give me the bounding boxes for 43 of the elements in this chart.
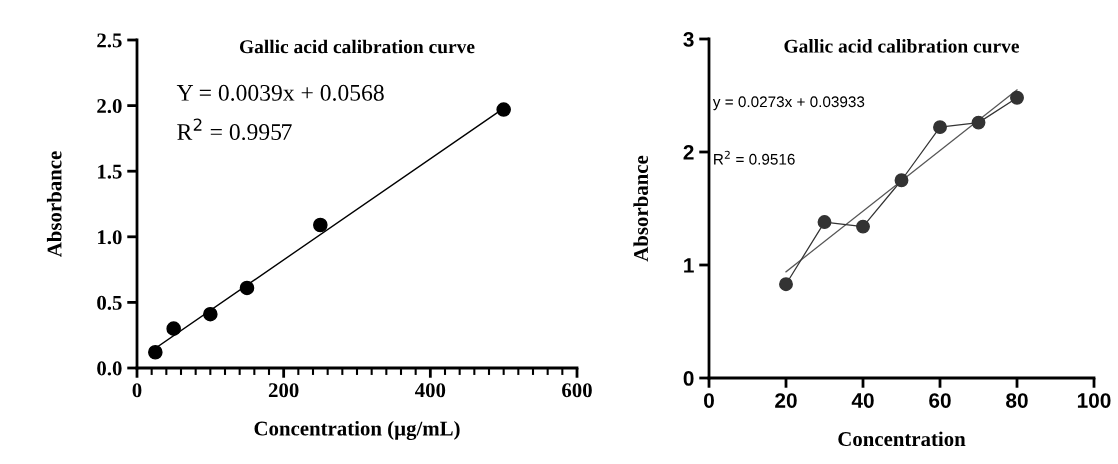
y-tick-label: 2	[683, 145, 694, 160]
x-tick-label: 0	[132, 383, 142, 398]
point	[148, 344, 163, 360]
annotation: R$^{2}$ = 0.9516	[714, 150, 795, 165]
point	[313, 217, 328, 233]
y-tick-label: 1	[684, 258, 694, 273]
x-tick-label: 0	[704, 393, 714, 408]
y-tick-label: 0.0	[97, 361, 122, 376]
point	[779, 277, 793, 292]
chart-title: Gallic acid calibration curve	[239, 39, 475, 54]
point	[894, 173, 909, 188]
chart-title: Gallic acid calibration curve	[784, 39, 1019, 53]
y-axis-title: Absorbance	[46, 151, 62, 258]
x-tick-label: 600	[562, 383, 592, 398]
x-tick-label: 80	[1006, 393, 1028, 408]
x-tick-label: 200	[268, 383, 299, 398]
x-tick-label: 60	[929, 393, 951, 408]
x-tick-label: 400	[414, 383, 446, 398]
point	[496, 102, 511, 117]
y-tick-label: 1.5	[98, 164, 122, 179]
y-tick-label: 2.5	[97, 33, 122, 48]
annotation: y = 0.0273x + 0.03933	[712, 96, 865, 111]
point	[856, 219, 870, 234]
point	[239, 280, 255, 296]
annotation: R$^{2}$ = 0.9957	[177, 118, 292, 141]
point	[166, 321, 181, 336]
point	[203, 306, 218, 322]
point	[1010, 90, 1024, 105]
y-tick-label: 0.5	[97, 295, 122, 310]
y-axis-title: Absorbance	[633, 155, 649, 262]
x-axis-title: Concentration (µg/mL)	[254, 420, 460, 440]
point	[817, 215, 832, 230]
y-tick-label: 1.0	[98, 230, 122, 245]
y-tick-label: 0	[683, 371, 694, 386]
point	[933, 120, 947, 135]
x-tick-label: 40	[851, 393, 874, 408]
x-axis-title: Concentration	[838, 431, 966, 447]
point	[971, 115, 986, 130]
x-tick-label: 20	[775, 393, 797, 408]
y-tick-label: 2.0	[97, 98, 122, 114]
y-tick-label: 3	[683, 32, 694, 47]
annotation: Y = 0.0039x + 0.0568	[176, 84, 384, 101]
x-tick-label: 100	[1077, 393, 1111, 408]
